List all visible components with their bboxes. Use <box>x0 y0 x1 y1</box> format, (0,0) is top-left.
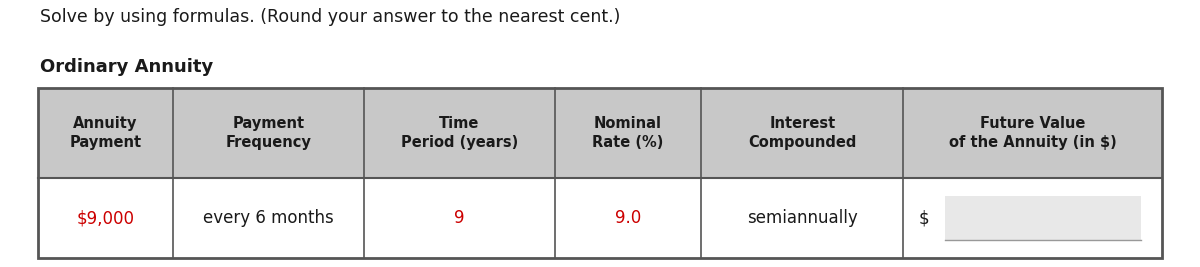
Text: Solve by using formulas. (Round your answer to the nearest cent.): Solve by using formulas. (Round your ans… <box>40 8 620 26</box>
Bar <box>944 196 1141 240</box>
Bar <box>38 178 1162 258</box>
Text: $9,000: $9,000 <box>77 209 134 227</box>
Text: Future Value
of the Annuity (in $): Future Value of the Annuity (in $) <box>949 116 1117 150</box>
Text: Payment
Frequency: Payment Frequency <box>226 116 311 150</box>
Text: every 6 months: every 6 months <box>203 209 334 227</box>
Text: 9: 9 <box>455 209 464 227</box>
Text: Nominal
Rate (%): Nominal Rate (%) <box>593 116 664 150</box>
Text: Interest
Compounded: Interest Compounded <box>748 116 857 150</box>
Bar <box>38 88 1162 178</box>
Text: 9.0: 9.0 <box>614 209 641 227</box>
Text: Annuity
Payment: Annuity Payment <box>70 116 142 150</box>
Text: semiannually: semiannually <box>746 209 858 227</box>
Text: Time
Period (years): Time Period (years) <box>401 116 518 150</box>
Text: $: $ <box>919 209 930 227</box>
Bar <box>38 88 1162 258</box>
Text: Ordinary Annuity: Ordinary Annuity <box>40 58 214 76</box>
